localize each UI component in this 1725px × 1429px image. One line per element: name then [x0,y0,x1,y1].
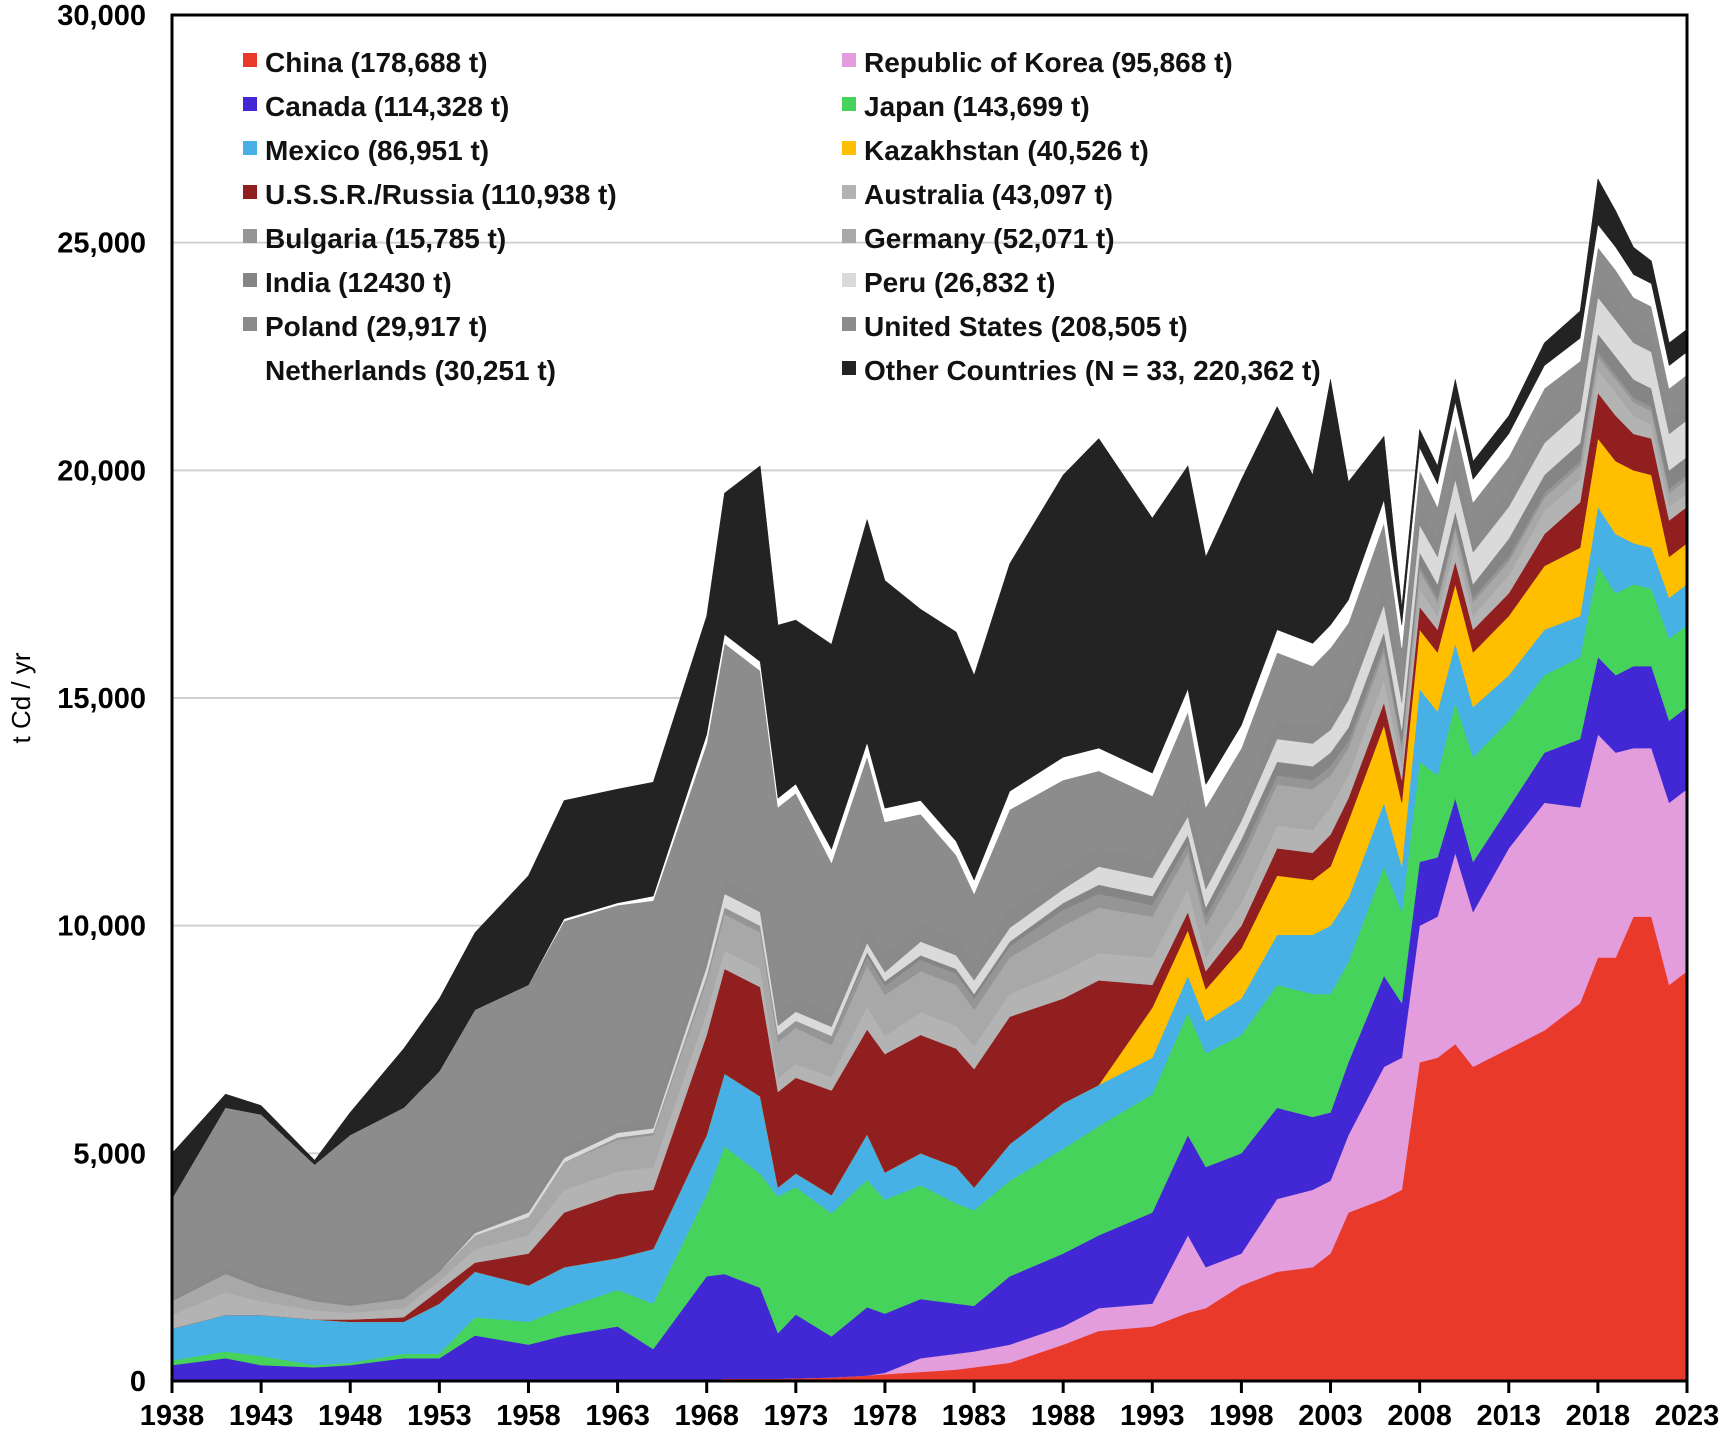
legend-label: Other Countries (N = 33, 220,362 t) [864,355,1321,386]
legend-swatch [842,53,856,67]
legend-label: Mexico (86,951 t) [265,135,489,166]
x-tick-label: 1983 [942,1400,1007,1429]
legend-swatch [243,53,257,67]
x-tick-label: 1973 [764,1400,829,1429]
legend-item: Peru (26,832 t) [842,267,1055,298]
legend-label: U.S.S.R./Russia (110,938 t) [265,179,617,210]
y-tick-label: 25,000 [57,228,146,260]
legend-label: United States (208,505 t) [864,311,1188,342]
legend-swatch [842,97,856,111]
x-tick-label: 1958 [496,1400,561,1429]
legend-label: Bulgaria (15,785 t) [265,223,506,254]
legend-label: China (178,688 t) [265,47,488,78]
legend-swatch [842,273,856,287]
y-tick-label: 15,000 [57,683,146,715]
legend-item: Bulgaria (15,785 t) [243,223,506,254]
legend-label: Australia (43,097 t) [864,179,1113,210]
legend-item: U.S.S.R./Russia (110,938 t) [243,179,617,210]
legend-item: United States (208,505 t) [842,311,1188,342]
x-tick-label: 2013 [1477,1400,1542,1429]
legend-label: Peru (26,832 t) [864,267,1055,298]
x-tick-label: 2018 [1566,1400,1631,1429]
legend-label: Republic of Korea (95,868 t) [864,47,1233,78]
legend-label: Canada (114,328 t) [265,91,509,122]
legend-item: Australia (43,097 t) [842,179,1113,210]
y-axis: 0 5,000 10,000 15,000 20,000 25,000 30,000 [57,0,146,1398]
legend-swatch [243,317,257,331]
legend-item: Canada (114,328 t) [243,91,509,122]
legend-label: Kazakhstan (40,526 t) [864,135,1149,166]
x-tick-label: 1953 [407,1400,472,1429]
legend-item: Republic of Korea (95,868 t) [842,47,1233,78]
legend-swatch [243,229,257,243]
legend-swatch [243,141,257,155]
legend-item: Other Countries (N = 33, 220,362 t) [842,355,1321,386]
area-series [171,178,1688,1382]
x-tick-label: 1943 [229,1400,294,1429]
legend-item: India (12430 t) [243,267,452,298]
legend-item: Germany (52,071 t) [842,223,1115,254]
x-tick-label: 1948 [318,1400,383,1429]
legend-swatch [842,141,856,155]
legend-swatch [243,273,257,287]
x-tick-label: 1988 [1031,1400,1096,1429]
x-axis: 1938 1943 1948 1953 1958 1963 1968 1973 1978 1983… [140,1381,1720,1429]
legend-swatch [243,361,257,375]
legend: China (178,688 t) Canada (114,328 t) Mexic… [243,47,1321,386]
legend-swatch [243,97,257,111]
x-tick-label: 1978 [853,1400,918,1429]
legend-swatch [842,361,856,375]
x-tick-label: 1998 [1209,1400,1274,1429]
legend-item: Kazakhstan (40,526 t) [842,135,1149,166]
legend-swatch [842,229,856,243]
x-tick-label: 1993 [1120,1400,1185,1429]
legend-item: Netherlands (30,251 t) [243,355,556,386]
x-tick-label: 2008 [1387,1400,1452,1429]
legend-swatch [842,317,856,331]
legend-label: Germany (52,071 t) [864,223,1115,254]
y-tick-label: 10,000 [57,911,146,943]
x-tick-label: 2003 [1298,1400,1363,1429]
y-tick-label: 20,000 [57,455,146,487]
x-tick-label: 1963 [585,1400,650,1429]
y-tick-label: 5,000 [73,1138,146,1170]
y-tick-label: 30,000 [57,0,146,32]
legend-item: China (178,688 t) [243,47,488,78]
x-tick-label: 1938 [140,1400,205,1429]
y-tick-label: 0 [130,1366,146,1398]
legend-item: Japan (143,699 t) [842,91,1090,122]
plot-frame [170,13,1689,1383]
legend-item: Poland (29,917 t) [243,311,488,342]
legend-swatch [842,185,856,199]
legend-label: Poland (29,917 t) [265,311,488,342]
legend-item: Mexico (86,951 t) [243,135,489,166]
legend-swatch [243,185,257,199]
x-tick-label: 1968 [674,1400,739,1429]
legend-label: India (12430 t) [265,267,452,298]
y-axis-title: t Cd / yr [6,652,36,743]
legend-label: Netherlands (30,251 t) [265,355,556,386]
x-tick-label: 2023 [1655,1400,1720,1429]
legend-label: Japan (143,699 t) [864,91,1090,122]
